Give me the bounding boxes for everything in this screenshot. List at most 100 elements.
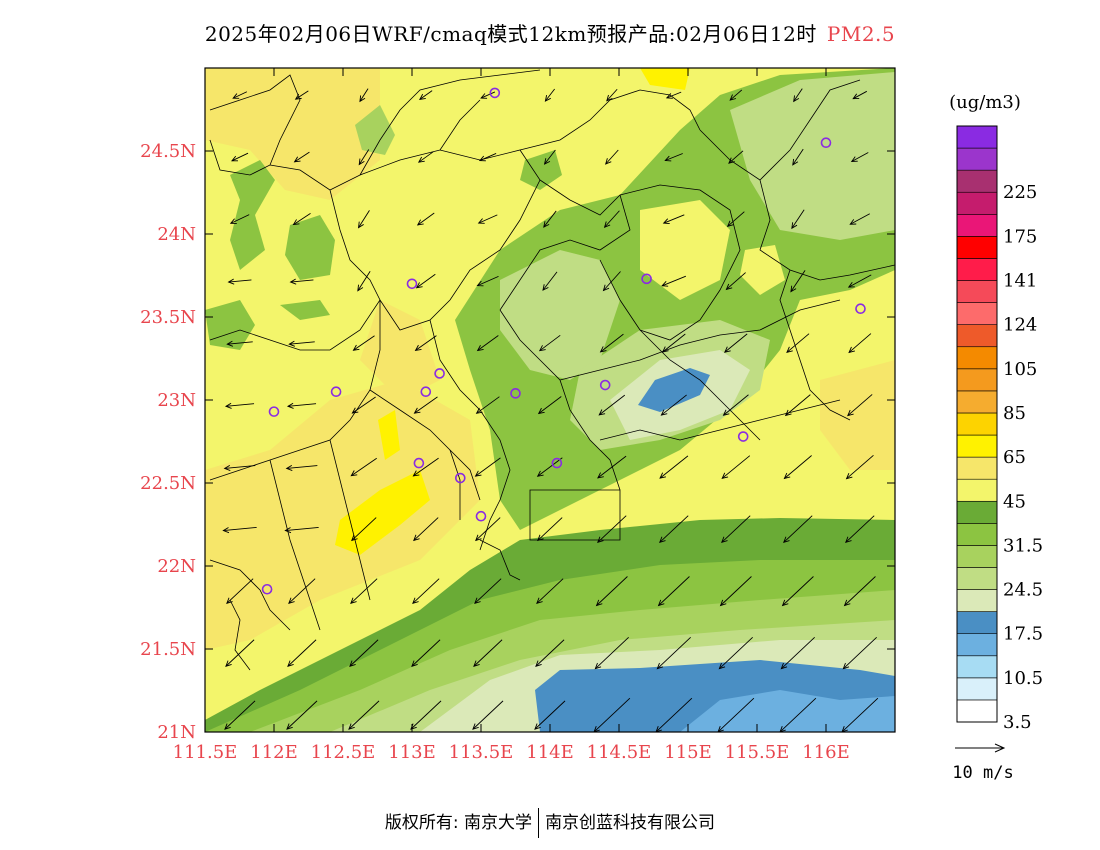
wind-arrowhead [225, 660, 232, 667]
wind-arrow [224, 465, 256, 469]
wind-arrow [603, 271, 621, 291]
wind-arrowhead [726, 220, 734, 227]
lat-tick-label: 23.5N [140, 307, 196, 328]
wind-arrowhead [415, 282, 423, 289]
legend-swatch [956, 412, 998, 436]
wind-arrowhead [729, 94, 737, 101]
wind-arrowhead [543, 221, 550, 228]
wind-arrowhead [294, 93, 302, 100]
wind-arrowhead [413, 407, 421, 414]
legend-label: 175 [1003, 226, 1037, 247]
station-marker [420, 386, 432, 398]
lon-tick-label: 114.5E [587, 742, 652, 763]
wind-arrow [477, 275, 499, 287]
legend-swatch [956, 567, 998, 590]
wind-arrow [851, 152, 869, 162]
wind-arrow [542, 271, 558, 291]
wind-arrow [418, 151, 434, 163]
wind-arrowhead [475, 407, 483, 414]
wind-arrow [543, 210, 557, 228]
wind-arrow [848, 333, 872, 353]
pollutant-label: PM2.5 [826, 22, 896, 46]
wind-arrow [287, 639, 317, 667]
wind-arrowhead [357, 284, 364, 292]
legend-frame [956, 125, 998, 723]
station-marker [454, 472, 466, 484]
wind-arrowhead [599, 346, 607, 353]
wind-arrowhead [474, 597, 481, 605]
wind-arrowhead [348, 723, 355, 730]
wind-arrow [534, 700, 566, 730]
wind-arrow [414, 396, 438, 414]
station-marker [489, 87, 501, 99]
lon-tick-label: 115.5E [725, 742, 790, 763]
wind-arrow [289, 341, 315, 345]
station-marker [413, 457, 425, 469]
legend-unit: (ug/m3) [949, 92, 1021, 113]
wind-arrowhead [606, 94, 613, 102]
wind-arrow [352, 396, 376, 414]
wind-arrow [417, 212, 435, 226]
wind-arrow [663, 214, 685, 224]
company-text: 南京创蓝科技有限公司 [545, 813, 716, 833]
wind-arrow [225, 403, 255, 407]
wind-arrowhead [478, 155, 486, 162]
wind-arrowhead [289, 278, 297, 285]
wind-arrow [727, 211, 745, 227]
wind-arrowhead [728, 157, 735, 164]
lon-tick-label: 116E [802, 742, 850, 763]
wind-arrowhead [284, 527, 292, 534]
legend-label: 124 [1003, 315, 1037, 336]
wind-arrow [232, 91, 248, 99]
wind-arrowhead [224, 402, 232, 409]
wind-arrowhead [473, 660, 480, 667]
wind-arrow [231, 152, 249, 162]
wind-arrow [473, 639, 503, 667]
wind-arrowhead [537, 407, 545, 415]
wind-arrowhead [475, 534, 482, 542]
wind-arrowhead [544, 95, 551, 102]
wind-arrowhead [474, 470, 482, 477]
wind-arrow [226, 578, 254, 604]
wind-arrow [662, 333, 686, 353]
wind-arrowhead [537, 534, 544, 542]
wind-arrow [779, 697, 817, 732]
wind-arrow [726, 272, 746, 290]
legend-swatch [956, 280, 998, 303]
legend-label: 31.5 [1003, 535, 1043, 556]
wind-arrowhead [293, 156, 301, 163]
wind-arrow [781, 637, 815, 669]
wind-arrow [782, 576, 814, 606]
wind-arrowhead [725, 283, 733, 291]
lat-tick-label: 21N [157, 722, 196, 743]
wind-arrowhead [659, 536, 666, 544]
wind-arrow [537, 517, 563, 541]
wind-arrow [784, 455, 812, 479]
wind-arrow [359, 88, 369, 102]
map-title: 2025年02月06日WRF/cmaq模式12km预报产品:02月06日12时 P… [0, 18, 1100, 47]
pm25-concentration-field [205, 68, 895, 732]
wind-arrow [413, 517, 439, 541]
wind-arrowhead [349, 660, 356, 667]
station-marker [820, 137, 832, 148]
wind-arrow [605, 149, 619, 165]
legend-swatch [956, 236, 998, 259]
wind-arrowhead [597, 536, 604, 544]
wind-reference-label: 10 m/s [952, 763, 1013, 783]
wind-arrowhead [223, 464, 231, 471]
wind-arrowhead [538, 345, 546, 352]
wind-arrowhead [351, 407, 359, 414]
lon-tick-label: 115E [664, 742, 712, 763]
station-marker [510, 388, 521, 399]
wind-arrowhead [476, 280, 484, 287]
legend-label: 45 [1003, 491, 1026, 512]
wind-arrowhead [662, 218, 670, 224]
wind-arrowhead [781, 599, 789, 607]
lat-tick-label: 24N [157, 224, 196, 245]
wind-arrowhead [287, 660, 294, 667]
wind-arrow [476, 396, 500, 414]
wind-arrowhead [595, 599, 603, 607]
station-marker [475, 510, 487, 522]
legend-swatch [956, 346, 998, 370]
wind-arrowhead [664, 155, 672, 162]
